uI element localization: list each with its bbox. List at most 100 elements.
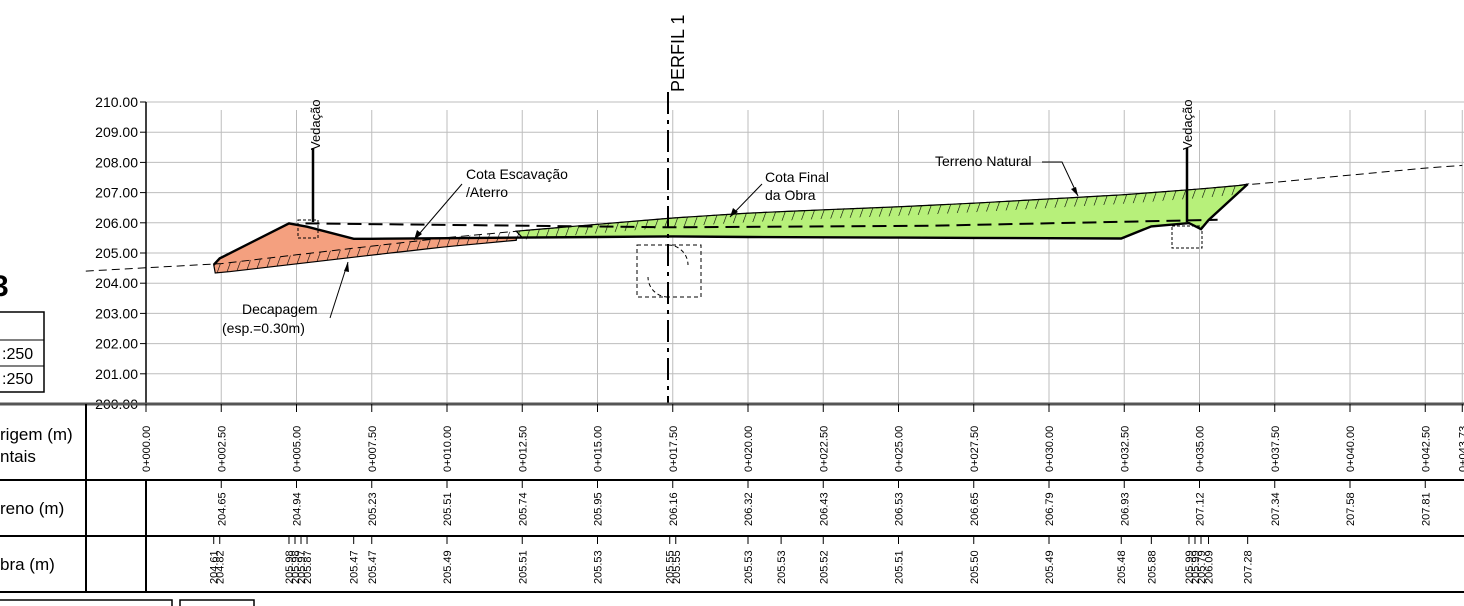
ground-level-label: 207.58 xyxy=(1345,492,1357,526)
station-label: 0+030.00 xyxy=(1044,426,1056,472)
works-level-label: 205.49 xyxy=(1044,550,1056,584)
works-level-label: 205.53 xyxy=(593,550,605,584)
fence-label-right: Vedação xyxy=(1180,99,1195,150)
ground-level-label: 207.34 xyxy=(1270,492,1282,526)
works-level-label: 205.51 xyxy=(517,550,529,584)
culvert-detail xyxy=(636,244,702,298)
row-label-works: bra (m) xyxy=(0,555,55,574)
final-level-line xyxy=(212,183,1249,266)
works-level-label: 205.98 xyxy=(290,550,302,584)
works-level-label: 206.09 xyxy=(1204,550,1216,584)
y-tick-label: 206.00 xyxy=(95,215,138,231)
station-label: 0+027.50 xyxy=(969,426,981,472)
y-tick-label: 203.00 xyxy=(95,305,138,321)
ground-level-label: 205.74 xyxy=(517,492,529,526)
y-tick-label: 208.00 xyxy=(95,154,138,170)
scale-vertical: :250 xyxy=(2,371,33,388)
callout-cut-fill: Cota Escavação /Aterro xyxy=(413,166,568,241)
station-label: 0+007.50 xyxy=(367,426,379,472)
y-tick-label: 210.00 xyxy=(95,94,138,110)
ground-level-label: 206.53 xyxy=(894,492,906,526)
station-label: 0+037.50 xyxy=(1270,426,1282,472)
works-level-label: 205.53 xyxy=(743,550,755,584)
callout-natural-ground: Terreno Natural xyxy=(935,153,1079,197)
profile-line: PERFIL 1 xyxy=(667,15,688,405)
scale-box: 3 :250 :250 xyxy=(0,270,45,393)
station-label: 0+005.00 xyxy=(292,426,304,472)
y-tick-label: 204.00 xyxy=(95,275,138,291)
works-level-label: 205.51 xyxy=(894,550,906,584)
works-level-label: 205.55 xyxy=(671,550,683,584)
works-level-label: 205.79 xyxy=(1196,550,1208,584)
ground-level-label: 207.81 xyxy=(1420,492,1432,526)
ground-level-label: 207.12 xyxy=(1195,492,1207,526)
callout-stripping-line1: Decapagem xyxy=(242,301,318,317)
ground-level-label: 206.43 xyxy=(818,492,830,526)
natural-ground-line xyxy=(85,164,1463,272)
row-label-distance-1: rigem (m) xyxy=(0,425,73,444)
station-label: 0+010.00 xyxy=(442,426,454,472)
works-level-label: 205.99 xyxy=(1184,550,1196,584)
station-label: 0+022.50 xyxy=(818,426,830,472)
works-level-label: 205.99 xyxy=(1190,550,1202,584)
y-tick-label: 209.00 xyxy=(95,124,138,140)
design-dashed-line xyxy=(305,218,1218,229)
works-level-label: 205.47 xyxy=(349,550,361,584)
works-level-label: 205.53 xyxy=(776,550,788,584)
station-label: 0+040.00 xyxy=(1345,426,1357,472)
ground-level-label: 204.94 xyxy=(292,492,304,526)
fence-left: Vedação xyxy=(297,99,323,239)
callout-stripping-line2: (esp.=0.30m) xyxy=(222,320,305,336)
callout-final-level: Cota Final da Obra xyxy=(729,169,829,218)
callout-final-line1: Cota Final xyxy=(765,169,829,185)
station-labels: 0+000.00 0+002.50 0+005.00 0+007.50 0+010.00… xyxy=(141,404,1464,472)
works-level-label: 205.47 xyxy=(367,550,379,584)
callout-final-line2: da Obra xyxy=(765,187,816,203)
works-level-label: 204.82 xyxy=(215,550,227,584)
callout-cut-fill-line2: /Aterro xyxy=(466,184,508,200)
y-tick-label: 205.00 xyxy=(95,245,138,261)
works-level-label: 204.61 xyxy=(209,550,221,584)
station-label: 0+020.00 xyxy=(743,426,755,472)
works-level-label: 205.87 xyxy=(302,550,314,584)
callout-stripping: Decapagem (esp.=0.30m) xyxy=(222,261,349,336)
row-label-distance-2: ntais xyxy=(0,447,36,466)
station-label: 0+025.00 xyxy=(894,426,906,472)
y-tick-label: 202.00 xyxy=(95,336,138,352)
ground-level-label: 206.79 xyxy=(1044,492,1056,526)
profile-table: rigem (m) ntais reno (m) bra (m) 0+000.0… xyxy=(0,402,1464,606)
stripping-hatch xyxy=(215,185,1239,273)
callout-natural-ground-text: Terreno Natural xyxy=(935,153,1032,169)
works-level-label: 205.97 xyxy=(296,550,308,584)
works-level-label: 205.49 xyxy=(442,550,454,584)
station-label: 0+032.50 xyxy=(1119,426,1131,472)
station-label: 0+043.73 xyxy=(1457,426,1464,472)
station-label: 0+017.50 xyxy=(668,426,680,472)
profile-label: PERFIL 1 xyxy=(668,15,688,92)
works-level-label: 205.55 xyxy=(665,550,677,584)
station-label: 0+002.50 xyxy=(216,426,228,472)
works-level-label: 205.48 xyxy=(1116,550,1128,584)
station-label: 0+042.50 xyxy=(1420,426,1432,472)
ground-level-label: 206.16 xyxy=(668,492,680,526)
station-label: 0+015.00 xyxy=(593,426,605,472)
works-level-label: 205.98 xyxy=(284,550,296,584)
ground-level-label: 204.65 xyxy=(216,492,228,526)
ground-level-label: 206.65 xyxy=(969,492,981,526)
works-level-label: 205.88 xyxy=(1146,550,1158,584)
callout-cut-fill-line1: Cota Escavação xyxy=(466,166,568,182)
y-tick-label: 207.00 xyxy=(95,185,138,201)
works-level-label: 205.52 xyxy=(818,550,830,584)
ground-level-label: 205.51 xyxy=(442,492,454,526)
station-label: 0+035.00 xyxy=(1195,426,1207,472)
fence-right: Vedação xyxy=(1171,99,1203,249)
elevation-axis: 200.00201.00202.00203.00204.00205.00206.… xyxy=(95,94,147,412)
scale-heading-fragment: 3 xyxy=(0,270,9,303)
ground-level-label: 205.23 xyxy=(367,492,379,526)
station-label: 0+012.50 xyxy=(517,426,529,472)
works-level-label: 207.28 xyxy=(1243,550,1255,584)
scale-horizontal: :250 xyxy=(2,346,33,363)
row-label-ground: reno (m) xyxy=(0,499,64,518)
